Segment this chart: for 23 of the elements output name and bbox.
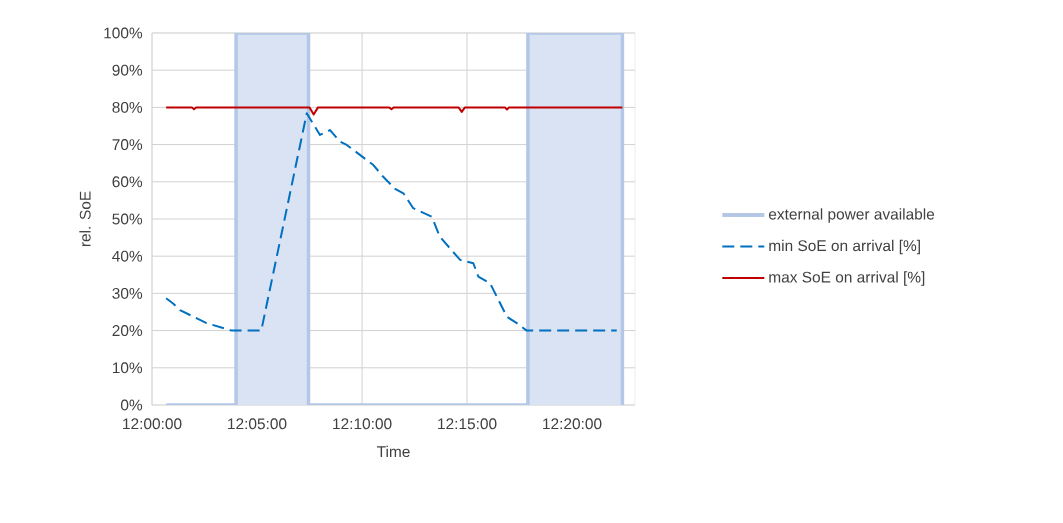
y-tick-label: 10% (112, 362, 143, 374)
y-tick-label: 80% (112, 101, 143, 113)
y-tick-label: 0% (120, 399, 143, 411)
y-tick-label: 50% (112, 213, 143, 225)
x-tick-label: 12:15:00 (438, 418, 497, 430)
legend-label: max SoE on arrival [%] (769, 271, 925, 286)
y-tick-label: 40% (112, 250, 143, 262)
y-axis-title: rel. SoE (79, 191, 91, 247)
y-tick-label: 100% (104, 27, 143, 39)
x-axis-title: Time (376, 445, 410, 458)
legend-label: external power available (768, 208, 935, 223)
y-tick-label: 30% (112, 287, 143, 299)
line-series (165, 106, 624, 116)
x-tick-label: 12:20:00 (543, 418, 602, 430)
y-tick-label: 60% (112, 176, 143, 188)
y-tick-label: 20% (112, 325, 143, 337)
x-tick-label: 12:00:00 (123, 418, 182, 430)
legend-label: min SoE on arrival [%] (769, 239, 920, 255)
x-tick-label: 12:10:00 (333, 418, 392, 430)
line-series (165, 112, 618, 332)
y-tick-label: 90% (112, 64, 143, 76)
y-tick-label: 70% (112, 139, 143, 151)
x-tick-label: 12:05:00 (228, 418, 287, 430)
